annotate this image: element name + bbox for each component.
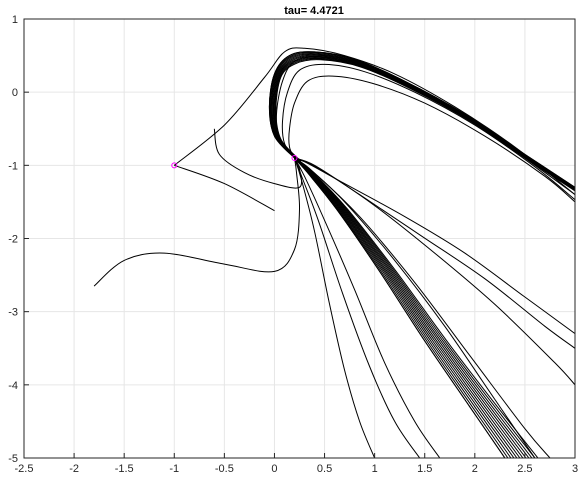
x-tick-label: -2.5 — [15, 463, 34, 475]
x-tick-label: 1.5 — [417, 463, 432, 475]
y-tick-label: -3 — [8, 307, 18, 319]
x-tick-label: -1 — [169, 463, 179, 475]
trajectory-line — [174, 164, 275, 212]
y-tick-label: 1 — [12, 14, 18, 26]
x-tick-label: 2.5 — [517, 463, 532, 475]
markers — [171, 155, 298, 169]
trajectory-line — [294, 157, 376, 458]
trajectory-line — [294, 157, 575, 349]
x-tick-label: 2 — [472, 463, 478, 475]
x-tick-label: 0 — [271, 463, 277, 475]
x-tick-label: -2 — [69, 463, 79, 475]
y-tick-label: -2 — [8, 234, 18, 246]
trajectory-line — [173, 47, 575, 195]
trajectory-line — [288, 75, 575, 203]
x-tick-label: -1.5 — [115, 463, 134, 475]
point-marker — [171, 162, 178, 169]
y-tick-label: -4 — [8, 380, 18, 392]
x-tick-label: -0.5 — [215, 463, 234, 475]
trajectory-line — [93, 157, 301, 287]
x-axis: -2.5 -2 -1.5 -1 -0.5 0 0.5 1 1.5 2 2.5 3 — [15, 453, 578, 475]
y-tick-label: -1 — [8, 160, 18, 172]
trajectory-bundle-line — [275, 59, 575, 192]
point-marker — [291, 155, 298, 162]
x-tick-label: 3 — [572, 463, 578, 475]
trajectory-line — [213, 128, 303, 189]
trajectory-line — [294, 157, 421, 458]
chart-title: tau= 4.4721 — [284, 5, 344, 17]
trajectory-line — [294, 157, 551, 458]
y-tick-label: 0 — [12, 87, 18, 99]
x-tick-label: 1 — [372, 463, 378, 475]
trajectory-line — [281, 63, 575, 201]
x-tick-label: 0.5 — [317, 463, 332, 475]
trajectory-line — [294, 157, 441, 458]
trajectory-bundle-line — [294, 157, 539, 458]
trajectory-line — [294, 157, 575, 386]
y-tick-label: -5 — [8, 453, 18, 465]
trajectories — [93, 47, 575, 458]
y-axis: 1 0 -1 -2 -3 -4 -5 — [8, 14, 29, 465]
